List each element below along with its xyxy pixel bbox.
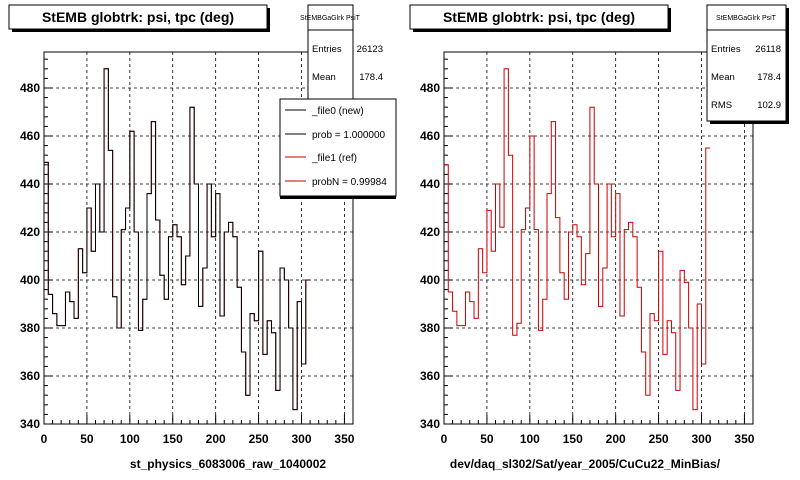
right-ytick-label-420: 420 [420, 225, 440, 239]
left-xtick-label-100: 100 [120, 432, 140, 446]
right-xtick-label-50: 50 [480, 432, 494, 446]
left-plot-area: 0 50 100 150 200 250 300 350 340 360 380 400 420 440 4… [20, 51, 355, 446]
right-stats-mean-value: 178.4 [757, 72, 781, 83]
left-xtick-label-50: 50 [80, 432, 94, 446]
left-legend-entry-1: prob = 1.000000 [285, 130, 386, 141]
left-title-box [8, 4, 268, 30]
left-xtick-label-200: 200 [206, 432, 226, 446]
left-series-1 [44, 68, 311, 411]
left-ytick-label-340: 340 [20, 417, 40, 431]
left-legend-box: _file0 (new) prob = 1.000000 _file1 (ref… [279, 98, 397, 199]
right-title-box-shadow-bottom [413, 29, 671, 32]
left-stats-frame [307, 4, 354, 102]
right-stats-title: StEMBGaGlrk PsiT [716, 15, 777, 22]
left-legend-entry-2: _file1 (ref) [285, 153, 357, 164]
right-histogram-panel: StEMB globtrk: psi, tpc (deg) 0 50 100 150 2… [400, 0, 800, 480]
right-stats-shadow-bottom [710, 121, 789, 124]
right-stats-rms-label: RMS [711, 100, 732, 111]
left-stats-entries-value: 26123 [357, 44, 383, 55]
left-xtick-label-250: 250 [249, 432, 269, 446]
right-xtick-label-150: 150 [563, 432, 583, 446]
left-legend-entry-3: probN = 0.99984 [285, 177, 387, 188]
left-legend-label-ref: _file1 (ref) [311, 153, 357, 164]
right-stats-frame [706, 4, 787, 122]
right-ytick-label-480: 480 [420, 81, 440, 95]
right-ytick-label-360: 360 [420, 369, 440, 383]
left-title-box-shadow [267, 8, 270, 32]
right-stats-mean-label: Mean [711, 72, 735, 83]
left-stats-box: StEMBGaGlrk PsiT Entries 26123 Mean 178.… [300, 4, 383, 102]
left-legend-label-new: _file0 (new) [311, 106, 364, 117]
left-ytick-label-480: 480 [20, 81, 40, 95]
left-xtick-label-0: 0 [41, 432, 48, 446]
right-xtick-label-100: 100 [520, 432, 540, 446]
left-ytick-label-440: 440 [20, 177, 40, 191]
right-title-box-shadow [668, 8, 671, 32]
right-axis-ticks: 0 50 100 150 200 250 300 350 340 360 380 400 420 440 4… [420, 58, 755, 446]
right-title: StEMB globtrk: psi, tpc (deg) [443, 9, 635, 25]
right-xtick-label-300: 300 [691, 432, 711, 446]
left-x-axis-label: st_physics_6083006_raw_1040002 [130, 457, 326, 471]
right-stats-shadow [786, 8, 789, 124]
right-stats-rms-value: 102.9 [757, 100, 781, 111]
right-stats-box: StEMBGaGlrk PsiT Entries 26118 Mean 178.… [706, 4, 789, 124]
left-xtick-label-300: 300 [291, 432, 311, 446]
left-grid-lines [44, 52, 353, 424]
left-stats-mean-value: 178.4 [359, 72, 383, 83]
right-stats-entries-value: 26118 [755, 44, 781, 55]
right-ytick-label-340: 340 [420, 417, 440, 431]
right-ytick-label-400: 400 [420, 273, 440, 287]
right-ytick-label-380: 380 [420, 321, 440, 335]
right-xtick-label-350: 350 [734, 432, 754, 446]
left-histogram-panel: StEMB globtrk: psi, tpc (deg) 0 50 100 150 2… [8, 4, 397, 471]
left-legend-label-prob: prob = 1.000000 [312, 130, 386, 141]
right-ytick-label-460: 460 [420, 129, 440, 143]
right-stats-entries-label: Entries [711, 44, 741, 55]
left-xtick-label-350: 350 [334, 432, 354, 446]
right-series-0 [444, 68, 711, 411]
left-ytick-label-460: 460 [20, 129, 40, 143]
right-xtick-label-250: 250 [649, 432, 669, 446]
left-legend-frame [279, 98, 397, 197]
left-ytick-label-400: 400 [20, 273, 40, 287]
left-axis-ticks: 0 50 100 150 200 250 300 350 340 360 380 400 420 440 4… [20, 58, 355, 446]
left-title: StEMB globtrk: psi, tpc (deg) [42, 9, 234, 25]
left-legend-entry-0: _file0 (new) [285, 106, 364, 117]
right-x-axis-label: dev/daq_sl302/Sat/year_2005/CuCu22_MinBi… [450, 457, 721, 471]
left-legend-shadow [280, 196, 396, 199]
right-series-lines [444, 68, 711, 411]
left-stats-title: StEMBGaGlrk PsiT [300, 15, 361, 22]
right-plot-area: 0 50 100 150 200 250 300 350 340 360 380 400 420 440 4… [420, 51, 755, 446]
left-ytick-label-380: 380 [20, 321, 40, 335]
left-xtick-label-150: 150 [163, 432, 183, 446]
left-ytick-label-420: 420 [20, 225, 40, 239]
left-series-lines [44, 68, 311, 411]
left-stats-entries-label: Entries [312, 44, 342, 55]
left-legend-label-probn: probN = 0.99984 [312, 177, 387, 188]
left-title-box-shadow-bottom [12, 29, 270, 32]
right-xtick-label-0: 0 [441, 432, 448, 446]
left-ytick-label-360: 360 [20, 369, 40, 383]
right-xtick-label-200: 200 [606, 432, 626, 446]
right-ytick-label-440: 440 [420, 177, 440, 191]
left-stats-mean-label: Mean [312, 72, 336, 83]
